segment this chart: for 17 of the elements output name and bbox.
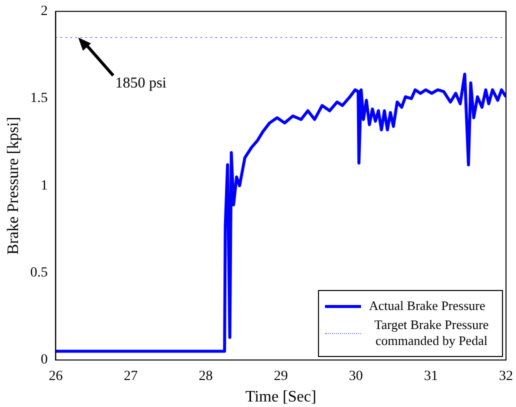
- x-axis-title: Time [Sec]: [245, 388, 316, 406]
- x-tick-label: 27: [124, 369, 138, 384]
- x-tick-label: 32: [499, 369, 513, 384]
- y-tick-label: 0: [40, 352, 48, 368]
- x-tick-label: 30: [348, 369, 363, 384]
- y-axis-title: Brake Pressure [kpsi]: [4, 116, 22, 255]
- y-tick-label: 0.5: [30, 266, 48, 281]
- x-tick-label: 29: [274, 369, 288, 384]
- y-tick-label: 1: [40, 178, 48, 194]
- x-tick-label: 31: [424, 369, 438, 384]
- y-tick-label: 2: [40, 4, 48, 20]
- annotation: 1850 psi: [115, 75, 166, 92]
- legend-label: Actual Brake Pressure: [369, 298, 486, 314]
- legend-label: Target Brake Pressure commanded by Pedal: [373, 317, 490, 349]
- x-tick-label: 28: [198, 369, 213, 384]
- y-tick-label: 1.5: [30, 91, 48, 106]
- x-tick-label: 26: [48, 369, 63, 384]
